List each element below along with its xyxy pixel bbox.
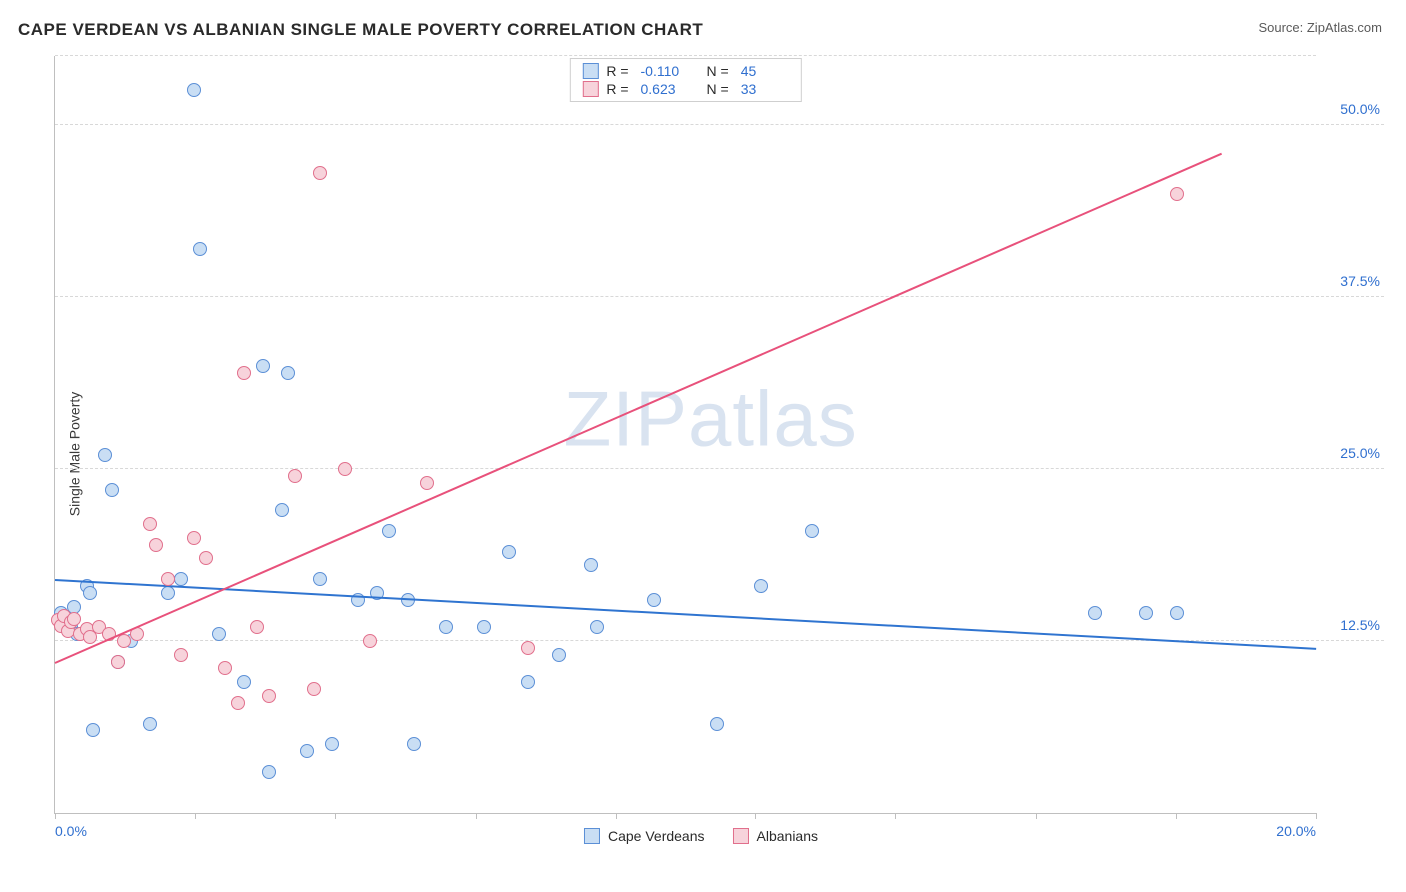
x-tick — [616, 813, 617, 819]
plot-region: ZIPatlas R =-0.110N =45R =0.623N =33 12.… — [54, 56, 1316, 814]
data-point — [98, 448, 112, 462]
legend-item: Cape Verdeans — [584, 828, 705, 844]
data-point — [754, 579, 768, 593]
data-point — [1170, 187, 1184, 201]
source-label: Source: ZipAtlas.com — [1258, 20, 1382, 35]
gridline — [55, 468, 1384, 469]
data-point — [521, 641, 535, 655]
data-point — [256, 359, 270, 373]
x-tick — [1036, 813, 1037, 819]
data-point — [710, 717, 724, 731]
legend-item: Albanians — [733, 828, 819, 844]
x-tick — [895, 813, 896, 819]
data-point — [805, 524, 819, 538]
y-tick-label: 12.5% — [1340, 617, 1380, 633]
data-point — [300, 744, 314, 758]
y-tick-label: 25.0% — [1340, 445, 1380, 461]
x-tick — [335, 813, 336, 819]
data-point — [1088, 606, 1102, 620]
data-point — [1170, 606, 1184, 620]
x-tick — [755, 813, 756, 819]
data-point — [275, 503, 289, 517]
data-point — [382, 524, 396, 538]
data-point — [199, 551, 213, 565]
gridline — [55, 296, 1384, 297]
data-point — [237, 366, 251, 380]
data-point — [584, 558, 598, 572]
data-point — [262, 689, 276, 703]
series-legend: Cape Verdeans Albanians — [584, 828, 818, 844]
data-point — [111, 655, 125, 669]
data-point — [477, 620, 491, 634]
data-point — [212, 627, 226, 641]
data-point — [187, 83, 201, 97]
data-point — [439, 620, 453, 634]
header: CAPE VERDEAN VS ALBANIAN SINGLE MALE POV… — [0, 0, 1406, 44]
data-point — [307, 682, 321, 696]
data-point — [325, 737, 339, 751]
data-point — [193, 242, 207, 256]
data-point — [502, 545, 516, 559]
data-point — [231, 696, 245, 710]
data-point — [313, 166, 327, 180]
legend-swatch — [733, 828, 749, 844]
stats-legend-row: R =-0.110N =45 — [570, 62, 800, 80]
data-point — [281, 366, 295, 380]
data-point — [363, 634, 377, 648]
gridline — [55, 124, 1384, 125]
legend-swatch — [582, 63, 598, 79]
data-point — [105, 483, 119, 497]
data-point — [420, 476, 434, 490]
data-point — [143, 717, 157, 731]
data-point — [288, 469, 302, 483]
trend-line — [55, 152, 1222, 663]
data-point — [237, 675, 251, 689]
data-point — [161, 586, 175, 600]
x-tick — [476, 813, 477, 819]
data-point — [250, 620, 264, 634]
data-point — [86, 723, 100, 737]
data-point — [83, 586, 97, 600]
data-point — [590, 620, 604, 634]
data-point — [149, 538, 163, 552]
data-point — [161, 572, 175, 586]
data-point — [187, 531, 201, 545]
data-point — [143, 517, 157, 531]
legend-label: Albanians — [757, 828, 819, 844]
data-point — [647, 593, 661, 607]
data-point — [313, 572, 327, 586]
data-point — [552, 648, 566, 662]
legend-swatch — [582, 81, 598, 97]
data-point — [1139, 606, 1153, 620]
x-tick — [1176, 813, 1177, 819]
data-point — [174, 572, 188, 586]
x-tick — [1316, 813, 1317, 819]
data-point — [174, 648, 188, 662]
data-point — [218, 661, 232, 675]
data-point — [338, 462, 352, 476]
x-tick — [55, 813, 56, 819]
data-point — [67, 612, 81, 626]
chart-area: Single Male Poverty ZIPatlas R =-0.110N … — [18, 56, 1384, 852]
stats-legend: R =-0.110N =45R =0.623N =33 — [569, 58, 801, 102]
legend-label: Cape Verdeans — [608, 828, 705, 844]
x-tick-label: 20.0% — [1276, 823, 1316, 839]
x-tick — [195, 813, 196, 819]
gridline — [55, 55, 1316, 56]
data-point — [407, 737, 421, 751]
chart-title: CAPE VERDEAN VS ALBANIAN SINGLE MALE POV… — [18, 20, 703, 40]
stats-legend-row: R =0.623N =33 — [570, 80, 800, 98]
data-point — [262, 765, 276, 779]
y-tick-label: 50.0% — [1340, 101, 1380, 117]
x-tick-label: 0.0% — [55, 823, 87, 839]
y-tick-label: 37.5% — [1340, 273, 1380, 289]
legend-swatch — [584, 828, 600, 844]
data-point — [521, 675, 535, 689]
